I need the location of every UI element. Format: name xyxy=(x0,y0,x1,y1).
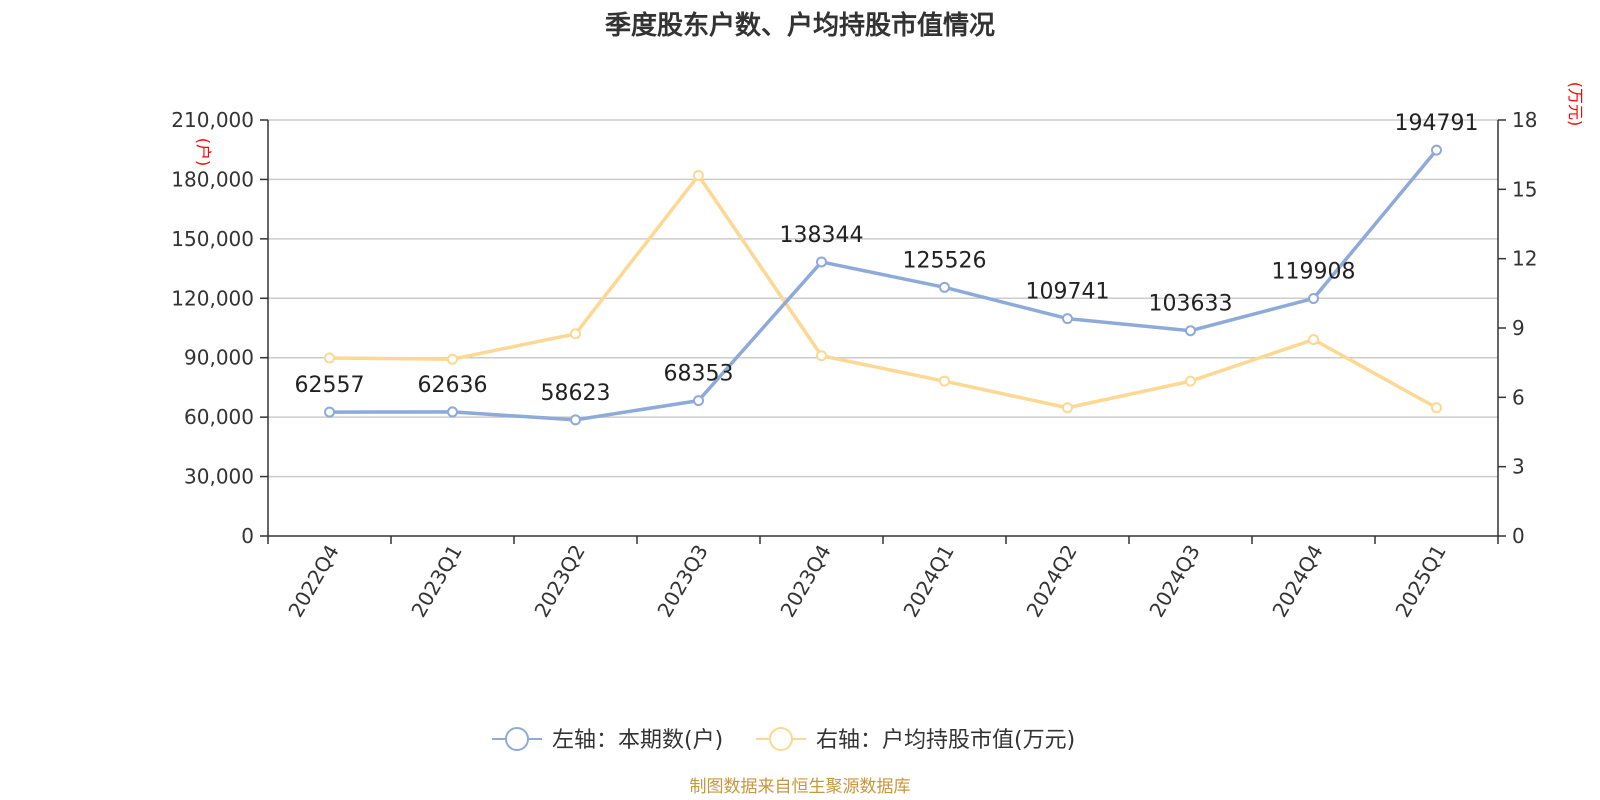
left-axis-tick-label: 210,000 xyxy=(171,108,254,132)
data-point-left xyxy=(816,256,827,268)
right-axis-tick-label: 18 xyxy=(1512,108,1537,132)
data-label: 68353 xyxy=(664,362,734,387)
data-label: 62557 xyxy=(295,373,365,398)
series-line-left xyxy=(329,149,1438,422)
data-point-right xyxy=(1431,402,1442,414)
left-axis-tick-label: 90,000 xyxy=(184,346,254,370)
x-axis-tick-label: 2024Q1 xyxy=(898,541,958,622)
data-label: 62636 xyxy=(418,373,488,398)
legend-marker-circle-left xyxy=(505,727,529,751)
data-point-left xyxy=(939,281,950,293)
legend: 左轴：本期数(户) 右轴：户均持股市值(万元) xyxy=(492,727,1075,753)
left-axis-tick-label: 120,000 xyxy=(171,286,254,310)
series-line-right xyxy=(329,173,1438,410)
data-point-left xyxy=(1431,144,1442,156)
right-axis-unit: (万元) xyxy=(1566,82,1585,127)
right-axis-tick-label: 6 xyxy=(1512,385,1525,409)
x-axis-tick-label: 2023Q3 xyxy=(652,541,712,622)
left-axis-unit: (户) xyxy=(194,138,213,167)
data-point-left xyxy=(693,395,704,407)
x-axis-tick-label: 2023Q2 xyxy=(529,541,589,622)
left-axis-tick-label: 60,000 xyxy=(184,405,254,429)
data-labels: 62557 62636 58623 68353 138344 125526 109741 10… xyxy=(295,111,1479,406)
legend-label-left: 左轴：本期数(户) xyxy=(552,728,723,753)
x-axis-tick-label: 2023Q1 xyxy=(406,541,466,622)
left-axis-tick-label: 30,000 xyxy=(184,465,254,489)
source-note: 制图数据来自恒生聚源数据库 xyxy=(690,777,911,797)
data-point-right xyxy=(570,328,581,340)
left-axis-tick-label: 150,000 xyxy=(171,227,254,251)
legend-label-right: 右轴：户均持股市值(万元) xyxy=(816,728,1075,753)
right-axis-tick-label: 12 xyxy=(1512,247,1537,271)
legend-marker-circle-right xyxy=(769,727,793,751)
data-label: 119908 xyxy=(1272,259,1356,284)
series-layer xyxy=(324,144,1442,426)
data-point-right xyxy=(1062,402,1073,414)
x-axis-tick-label: 2024Q2 xyxy=(1021,541,1081,622)
x-axis-tick-label: 2024Q3 xyxy=(1144,541,1204,622)
data-label: 194791 xyxy=(1395,111,1479,136)
data-point-right xyxy=(939,375,950,387)
data-label: 58623 xyxy=(541,381,611,406)
legend-item-right[interactable]: 右轴：户均持股市值(万元) xyxy=(756,727,1075,753)
right-axis-tick-label: 3 xyxy=(1512,455,1525,479)
data-point-right xyxy=(816,350,827,362)
data-point-left xyxy=(447,406,458,418)
chart-title: 季度股东户数、户均持股市值情况 xyxy=(605,10,995,41)
left-axis-tick-label: 180,000 xyxy=(171,167,254,191)
x-axis-tick-label: 2025Q1 xyxy=(1390,541,1450,622)
data-label: 109741 xyxy=(1026,280,1110,305)
x-axis-tick-label: 2024Q4 xyxy=(1267,541,1327,622)
grid-lines xyxy=(268,119,1498,478)
data-point-right xyxy=(693,169,704,181)
x-axis-tick-label: 2022Q4 xyxy=(283,541,343,622)
data-label: 103633 xyxy=(1149,292,1233,317)
data-point-left xyxy=(1308,292,1319,304)
data-point-left xyxy=(1185,325,1196,337)
data-point-right xyxy=(447,353,458,365)
data-point-left xyxy=(324,406,335,418)
data-point-right xyxy=(324,352,335,364)
right-axis-tick-label: 15 xyxy=(1512,177,1537,201)
right-axis-tick-label: 0 xyxy=(1512,524,1525,548)
data-point-left xyxy=(1062,313,1073,325)
data-label: 125526 xyxy=(903,248,987,273)
x-axis-tick-label: 2023Q4 xyxy=(775,541,835,622)
data-point-right xyxy=(1308,334,1319,346)
data-point-right xyxy=(1185,375,1196,387)
data-label: 138344 xyxy=(780,223,864,248)
legend-item-left[interactable]: 左轴：本期数(户) xyxy=(492,727,723,753)
left-axis-tick-label: 0 xyxy=(241,524,254,548)
data-point-left xyxy=(570,414,581,426)
axes: 0 30,000 60,000 90,000 120,000 150,000 180,000… xyxy=(171,108,1537,621)
right-axis-tick-label: 9 xyxy=(1512,316,1525,340)
